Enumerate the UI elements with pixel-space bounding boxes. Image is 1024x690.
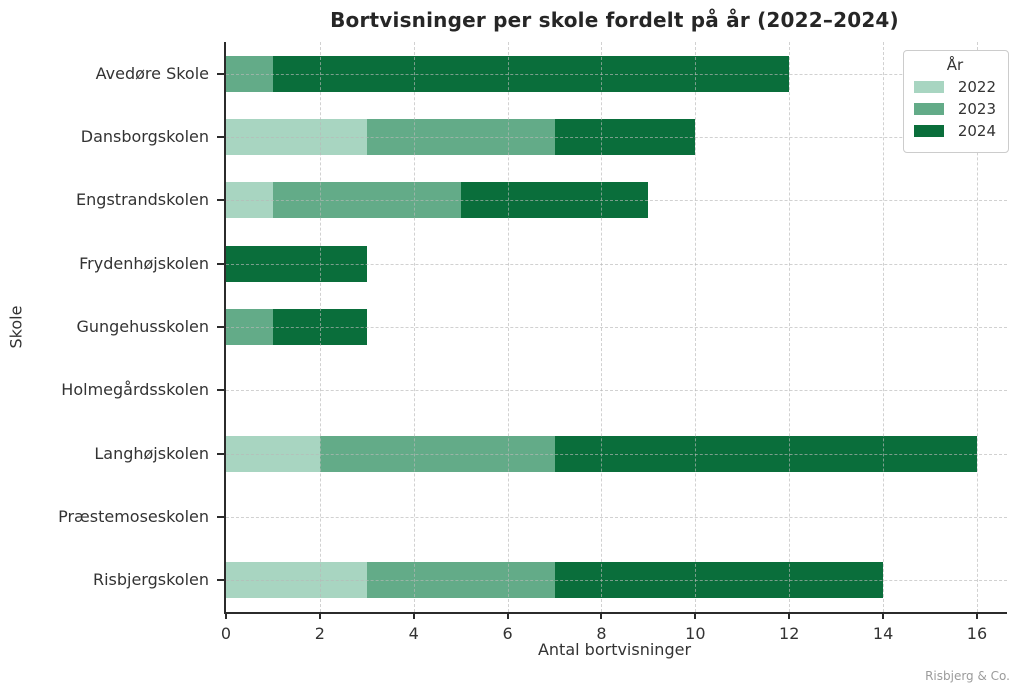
y-tick-label: Dansborgskolen bbox=[80, 127, 209, 146]
grid-line-horizontal bbox=[226, 453, 1007, 455]
x-tick-mark bbox=[506, 612, 509, 619]
y-tick-mark bbox=[217, 389, 224, 392]
legend-title: År bbox=[946, 56, 964, 74]
y-tick-label: Avedøre Skole bbox=[95, 63, 209, 83]
y-tick-mark bbox=[217, 579, 224, 582]
grid-line-horizontal bbox=[226, 137, 1007, 138]
grid-line-horizontal bbox=[226, 73, 1007, 75]
legend-item: 2024 bbox=[914, 122, 996, 140]
x-tick-label: 16 bbox=[966, 624, 988, 643]
y-tick-mark bbox=[217, 136, 224, 138]
y-tick-mark bbox=[217, 516, 224, 518]
legend-label: 2022 bbox=[957, 78, 996, 96]
plot-area: 0 2 4 6 8 10 12 14 16 Avedøre Skole Dansborgskolen… bbox=[58, 42, 1007, 643]
y-tick-mark bbox=[217, 72, 224, 75]
grid-line-horizontal bbox=[226, 263, 1007, 265]
x-tick-mark bbox=[600, 612, 603, 619]
legend-item: 2023 bbox=[914, 100, 996, 118]
grid-line-horizontal bbox=[226, 200, 1007, 202]
y-tick-label: Præstemoseskolen bbox=[58, 507, 209, 526]
x-tick-mark bbox=[318, 612, 321, 619]
chart-title: Bortvisninger per skole fordelt på år (2… bbox=[330, 8, 899, 32]
y-tick-label: Holmegårdsskolen bbox=[61, 380, 209, 400]
x-tick-label: 10 bbox=[685, 624, 706, 643]
legend: År 2022 2023 2024 bbox=[903, 50, 1009, 153]
x-tick-mark bbox=[694, 612, 697, 619]
y-tick-label: Risbjergskolen bbox=[92, 570, 209, 590]
legend-item: 2022 bbox=[914, 78, 996, 96]
y-tick-label: Langhøjskolen bbox=[94, 443, 209, 463]
y-tick-label: Engstrandskolen bbox=[76, 190, 209, 210]
x-tick-label: 2 bbox=[314, 624, 325, 643]
y-tick-mark bbox=[217, 326, 224, 328]
grid-line-horizontal bbox=[226, 390, 1007, 392]
grid-line-horizontal bbox=[226, 517, 1007, 518]
x-tick-label: 4 bbox=[408, 624, 419, 643]
x-tick-mark bbox=[788, 612, 791, 619]
x-tick-mark bbox=[412, 612, 415, 619]
x-tick-label: 12 bbox=[779, 624, 800, 643]
x-tick-label: 14 bbox=[872, 624, 894, 643]
y-tick-mark bbox=[217, 262, 224, 265]
x-tick-mark bbox=[975, 612, 978, 619]
watermark: Risbjerg & Co. bbox=[925, 669, 1010, 683]
legend-label: 2024 bbox=[957, 122, 996, 140]
x-tick-label: 0 bbox=[220, 624, 232, 643]
x-tick-label: 6 bbox=[502, 624, 513, 643]
x-axis-label: Antal bortvisninger bbox=[537, 640, 692, 659]
x-tick-label: 8 bbox=[596, 624, 607, 643]
y-tick-mark bbox=[217, 199, 224, 202]
y-tick-label: Gungehusskolen bbox=[76, 317, 209, 336]
x-tick-mark bbox=[882, 612, 885, 619]
legend-swatch-2024 bbox=[914, 125, 944, 137]
x-tick-mark bbox=[225, 612, 227, 619]
legend-swatch-2022 bbox=[914, 81, 944, 93]
legend-label: 2023 bbox=[957, 100, 996, 118]
y-tick-mark bbox=[217, 452, 224, 455]
y-tick-label: Frydenhøjskolen bbox=[79, 253, 209, 273]
legend-items: 2022 2023 2024 bbox=[914, 78, 996, 140]
legend-swatch-2023 bbox=[914, 103, 944, 115]
grid-line-horizontal bbox=[226, 327, 1007, 328]
grid-line-horizontal bbox=[226, 580, 1007, 582]
